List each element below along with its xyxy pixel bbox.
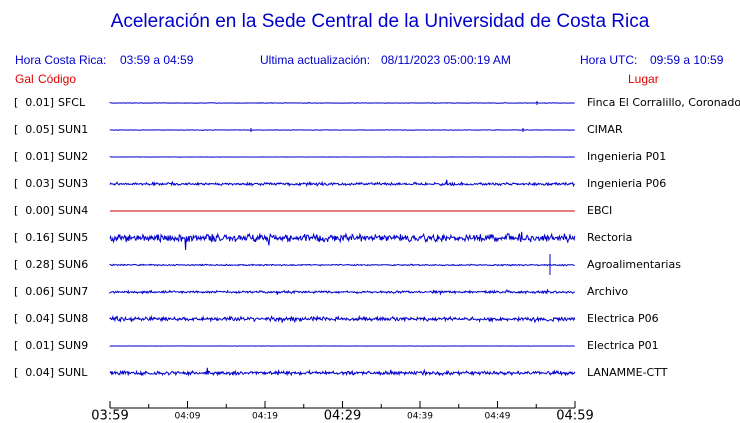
station-code: SUN9 [58,339,88,352]
station-place: EBCI [587,204,612,217]
local-range: 03:59 a 04:59 [120,53,194,67]
station-place: Electrica P06 [587,312,659,325]
station-place: LANAMME-CTT [587,366,668,379]
trace [109,288,576,296]
gal-header: Gal [15,72,34,86]
title: Aceleración en la Sede Central de la Uni… [111,11,650,32]
gal-value: [ 0.01] [14,150,54,163]
station-place: CIMAR [587,123,623,136]
gal-value: [ 0.16] [14,231,54,244]
station-code: SUN6 [58,258,88,271]
update-value: 08/11/2023 05:00:19 AM [381,53,511,67]
time-label: 04:59 [556,409,593,423]
trace [109,254,575,275]
code-header: Código [38,72,76,86]
time-label: 04:29 [324,409,361,423]
trace [109,101,575,105]
trace [109,231,576,251]
station-code: SFCL [58,96,86,109]
station-place: Finca El Corralillo, Coronado [587,96,740,109]
trace [109,367,576,377]
local-label: Hora Costa Rica: [15,53,106,67]
gal-value: [ 0.28] [14,258,54,271]
station-place: Electrica P01 [587,339,659,352]
utc-label: Hora UTC: [580,53,637,67]
time-label: 04:19 [252,412,278,422]
station-place: Agroalimentarias [587,258,681,271]
time-label: 04:09 [175,412,201,422]
station-place: Ingenieria P06 [587,177,666,190]
station-place: Archivo [587,285,628,298]
station-code: SUN8 [58,312,88,325]
gal-value: [ 0.05] [14,123,54,136]
update-label: Ultima actualización: [260,53,370,67]
place-header: Lugar [628,72,659,86]
gal-value: [ 0.06] [14,285,54,298]
gal-value: [ 0.04] [14,312,54,325]
time-label: 03:59 [91,409,128,423]
utc-range: 09:59 a 10:59 [650,53,724,67]
trace [109,128,575,132]
time-label: 04:49 [485,412,511,422]
gal-value: [ 0.00] [14,204,54,217]
station-place: Ingenieria P01 [587,150,666,163]
station-code: SUN3 [58,177,88,190]
station-code: SUN4 [58,204,88,217]
station-code: SUN1 [58,123,88,136]
gal-value: [ 0.01] [14,96,54,109]
station-code: SUNL [58,366,88,379]
station-code: SUN7 [58,285,88,298]
gal-value: [ 0.04] [14,366,54,379]
gal-value: [ 0.03] [14,177,54,190]
station-place: Rectoria [587,231,632,244]
time-label: 04:39 [407,412,433,422]
trace [109,179,576,188]
station-code: SUN5 [58,231,88,244]
trace [109,314,576,324]
station-code: SUN2 [58,150,88,163]
gal-value: [ 0.01] [14,339,54,352]
